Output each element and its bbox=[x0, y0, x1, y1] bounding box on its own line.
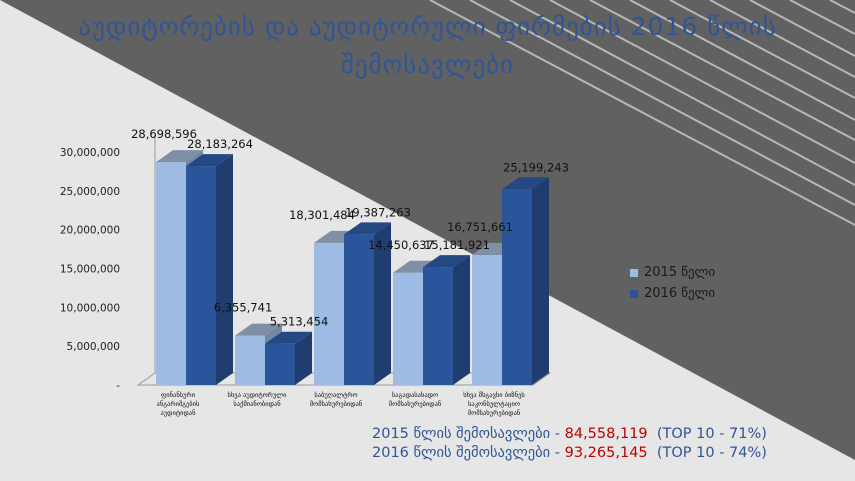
slide-title: აუდიტორების და აუდიტორული ფირმების 2016 … bbox=[0, 8, 855, 84]
x-tick-label-line: სხვა აუდიტორული bbox=[227, 390, 287, 399]
y-tick-label: 20,000,000 bbox=[60, 225, 120, 237]
data-label-2016: 15,181,921 bbox=[424, 238, 490, 252]
bar-side-2016 bbox=[295, 331, 312, 385]
bar-side-2016 bbox=[532, 177, 549, 385]
data-label-2015: 6,355,741 bbox=[214, 301, 273, 315]
bar-top-2016 bbox=[186, 154, 233, 167]
legend-label-2015: 2015 წელი bbox=[644, 265, 716, 280]
bar-2016 bbox=[186, 166, 216, 385]
bar-top-2016 bbox=[423, 255, 470, 268]
y-tick-label: 25,000,000 bbox=[60, 186, 120, 198]
y-tick-label: - bbox=[116, 380, 120, 392]
y-tick-label: 30,000,000 bbox=[60, 147, 120, 159]
bar-side-2016 bbox=[374, 222, 391, 385]
data-label-2015: 28,698,596 bbox=[131, 127, 197, 141]
chart-legend: 2015 წელი 2016 წელი bbox=[630, 262, 715, 304]
bar-2015 bbox=[314, 242, 344, 385]
legend-item-2016: 2016 წელი bbox=[630, 283, 715, 304]
bar-side-2016 bbox=[453, 255, 470, 385]
x-tick-label-line: საგადასახადო bbox=[392, 391, 438, 399]
summary-value-2015: 84,558,119 bbox=[564, 426, 648, 442]
data-label-2015: 18,301,484 bbox=[289, 208, 355, 222]
summary-note-2015: (TOP 10 - 71%) bbox=[647, 426, 767, 442]
x-tick-label: ფინანსური ანგარიშგების აუდიტიდან bbox=[157, 390, 200, 417]
data-label-2016: 25,199,243 bbox=[503, 160, 569, 174]
summary-line-2015: 2015 წლის შემოსავლები - 84,558,119 (TOP … bbox=[372, 425, 767, 444]
data-label-2016: 5,313,454 bbox=[270, 315, 329, 329]
data-label-2016: 28,183,264 bbox=[187, 137, 253, 151]
x-tick-label: საგადასახადო მომსახურებიდან bbox=[389, 391, 442, 408]
summary-line-2016: 2016 წლის შემოსავლები - 93,265,145 (TOP … bbox=[372, 444, 767, 463]
title-line-2: შემოსავლები bbox=[340, 50, 515, 79]
y-tick-label: 10,000,000 bbox=[60, 302, 120, 314]
x-tick-label-line: სხვა მსგავსი ბიზნეს bbox=[463, 391, 525, 399]
bar-2016 bbox=[265, 343, 295, 385]
y-tick-label: 15,000,000 bbox=[60, 264, 120, 276]
bar-top-2015 bbox=[156, 150, 203, 163]
legend-label-2016: 2016 წელი bbox=[644, 286, 716, 301]
x-tick-label-line: აუდიტიდან bbox=[160, 409, 196, 417]
summary-value-2016: 93,265,145 bbox=[564, 445, 648, 461]
bar-2015 bbox=[235, 335, 265, 385]
title-line-1: აუდიტორების და აუდიტორული ფირმების 2016 … bbox=[78, 12, 777, 41]
x-tick-label-line: მომსახურებიდან bbox=[468, 408, 521, 417]
bar-side-2016 bbox=[216, 154, 233, 385]
bar-top-2016 bbox=[502, 177, 549, 190]
x-tick-label-line: საკონსულტაციო bbox=[468, 400, 520, 408]
summary-label-2016: 2016 წლის შემოსავლები - bbox=[372, 445, 565, 461]
bar-2016 bbox=[344, 234, 374, 385]
x-tick-label-line: მომსახურებიდან bbox=[389, 399, 442, 408]
x-tick-label-line: მომსახურებიდან bbox=[310, 399, 363, 408]
legend-swatch-2015 bbox=[630, 268, 638, 277]
x-tick-label: სხვა მსგავსი ბიზნეს საკონსულტაციო მომსახურ… bbox=[463, 391, 525, 417]
bar-top-2016 bbox=[344, 222, 391, 235]
bar-2015 bbox=[156, 162, 186, 385]
x-tick-label-line: ანგარიშგების bbox=[157, 399, 200, 408]
bar-top-2016 bbox=[265, 331, 312, 344]
x-tick-label: სხვა აუდიტორული საქმიანობიდან bbox=[227, 390, 287, 408]
bar-2015 bbox=[393, 272, 423, 385]
y-tick-label: 5,000,000 bbox=[67, 341, 120, 353]
data-label-2016: 19,387,263 bbox=[345, 205, 411, 219]
revenue-summary: 2015 წლის შემოსავლები - 84,558,119 (TOP … bbox=[372, 425, 767, 463]
legend-swatch-2016 bbox=[630, 289, 638, 298]
data-label-2015: 16,751,661 bbox=[447, 220, 513, 234]
x-tick-label-line: საქმიანობიდან bbox=[233, 400, 281, 408]
bar-2016 bbox=[502, 189, 532, 385]
bar-2016 bbox=[423, 267, 453, 385]
bar-2015 bbox=[472, 254, 502, 385]
legend-item-2015: 2015 წელი bbox=[630, 262, 715, 283]
x-tick-label: საბუღალტრო მომსახურებიდან bbox=[310, 390, 363, 408]
x-tick-label-line: საბუღალტრო bbox=[314, 390, 357, 399]
bar-top-2015 bbox=[235, 323, 282, 336]
summary-note-2016: (TOP 10 - 74%) bbox=[647, 445, 767, 461]
summary-label-2015: 2015 წლის შემოსავლები - bbox=[372, 426, 565, 442]
x-tick-label-line: ფინანსური bbox=[161, 390, 196, 399]
data-label-2015: 14,450,637 bbox=[368, 238, 434, 252]
